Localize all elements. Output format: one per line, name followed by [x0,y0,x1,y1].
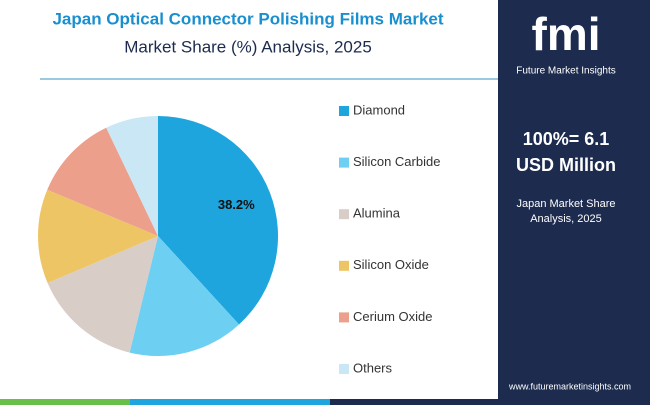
pie-slice [106,116,158,236]
legend-swatch [339,364,349,374]
caption: Analysis, 2025 [530,213,602,225]
legend-label: Diamond [353,102,405,117]
legend-swatch [339,157,349,168]
chart-title: Japan Optical Connector Polishing Films … [52,9,443,28]
plot: 38.2% Diamond Silicon Carbide Alumina Silico… [37,102,440,375]
pie-slice [158,116,278,325]
legend-swatch [339,312,349,323]
pie-slice [129,236,240,356]
legend-label: Silicon Carbide [353,154,440,169]
headline: USD Million [516,155,616,175]
legend-swatch [339,209,349,220]
footer-strip [330,399,498,405]
caption: Japan Market Share [516,198,615,210]
sidebar [498,0,650,405]
pie-slice [47,127,159,236]
headline: 100%= 6.1 [523,129,610,149]
legend-label: Cerium Oxide [353,309,432,324]
logo-caption: Future Market Insights [516,66,615,77]
footer-strip [130,399,330,405]
logo: fmi [532,8,601,60]
website: www.futuremarketinsights.com [508,381,631,391]
pie-slice [37,189,158,283]
chart-subtitle: Market Share (%) Analysis, 2025 [124,37,372,56]
legend-swatch [339,260,349,271]
legend-label: Silicon Oxide [353,257,429,272]
footer-strip [0,399,130,405]
legend-label: Alumina [353,206,401,221]
data-label: 38.2% [218,197,255,212]
legend-swatch [339,106,349,116]
legend-label: Others [353,360,393,375]
pie-slice [47,236,159,353]
